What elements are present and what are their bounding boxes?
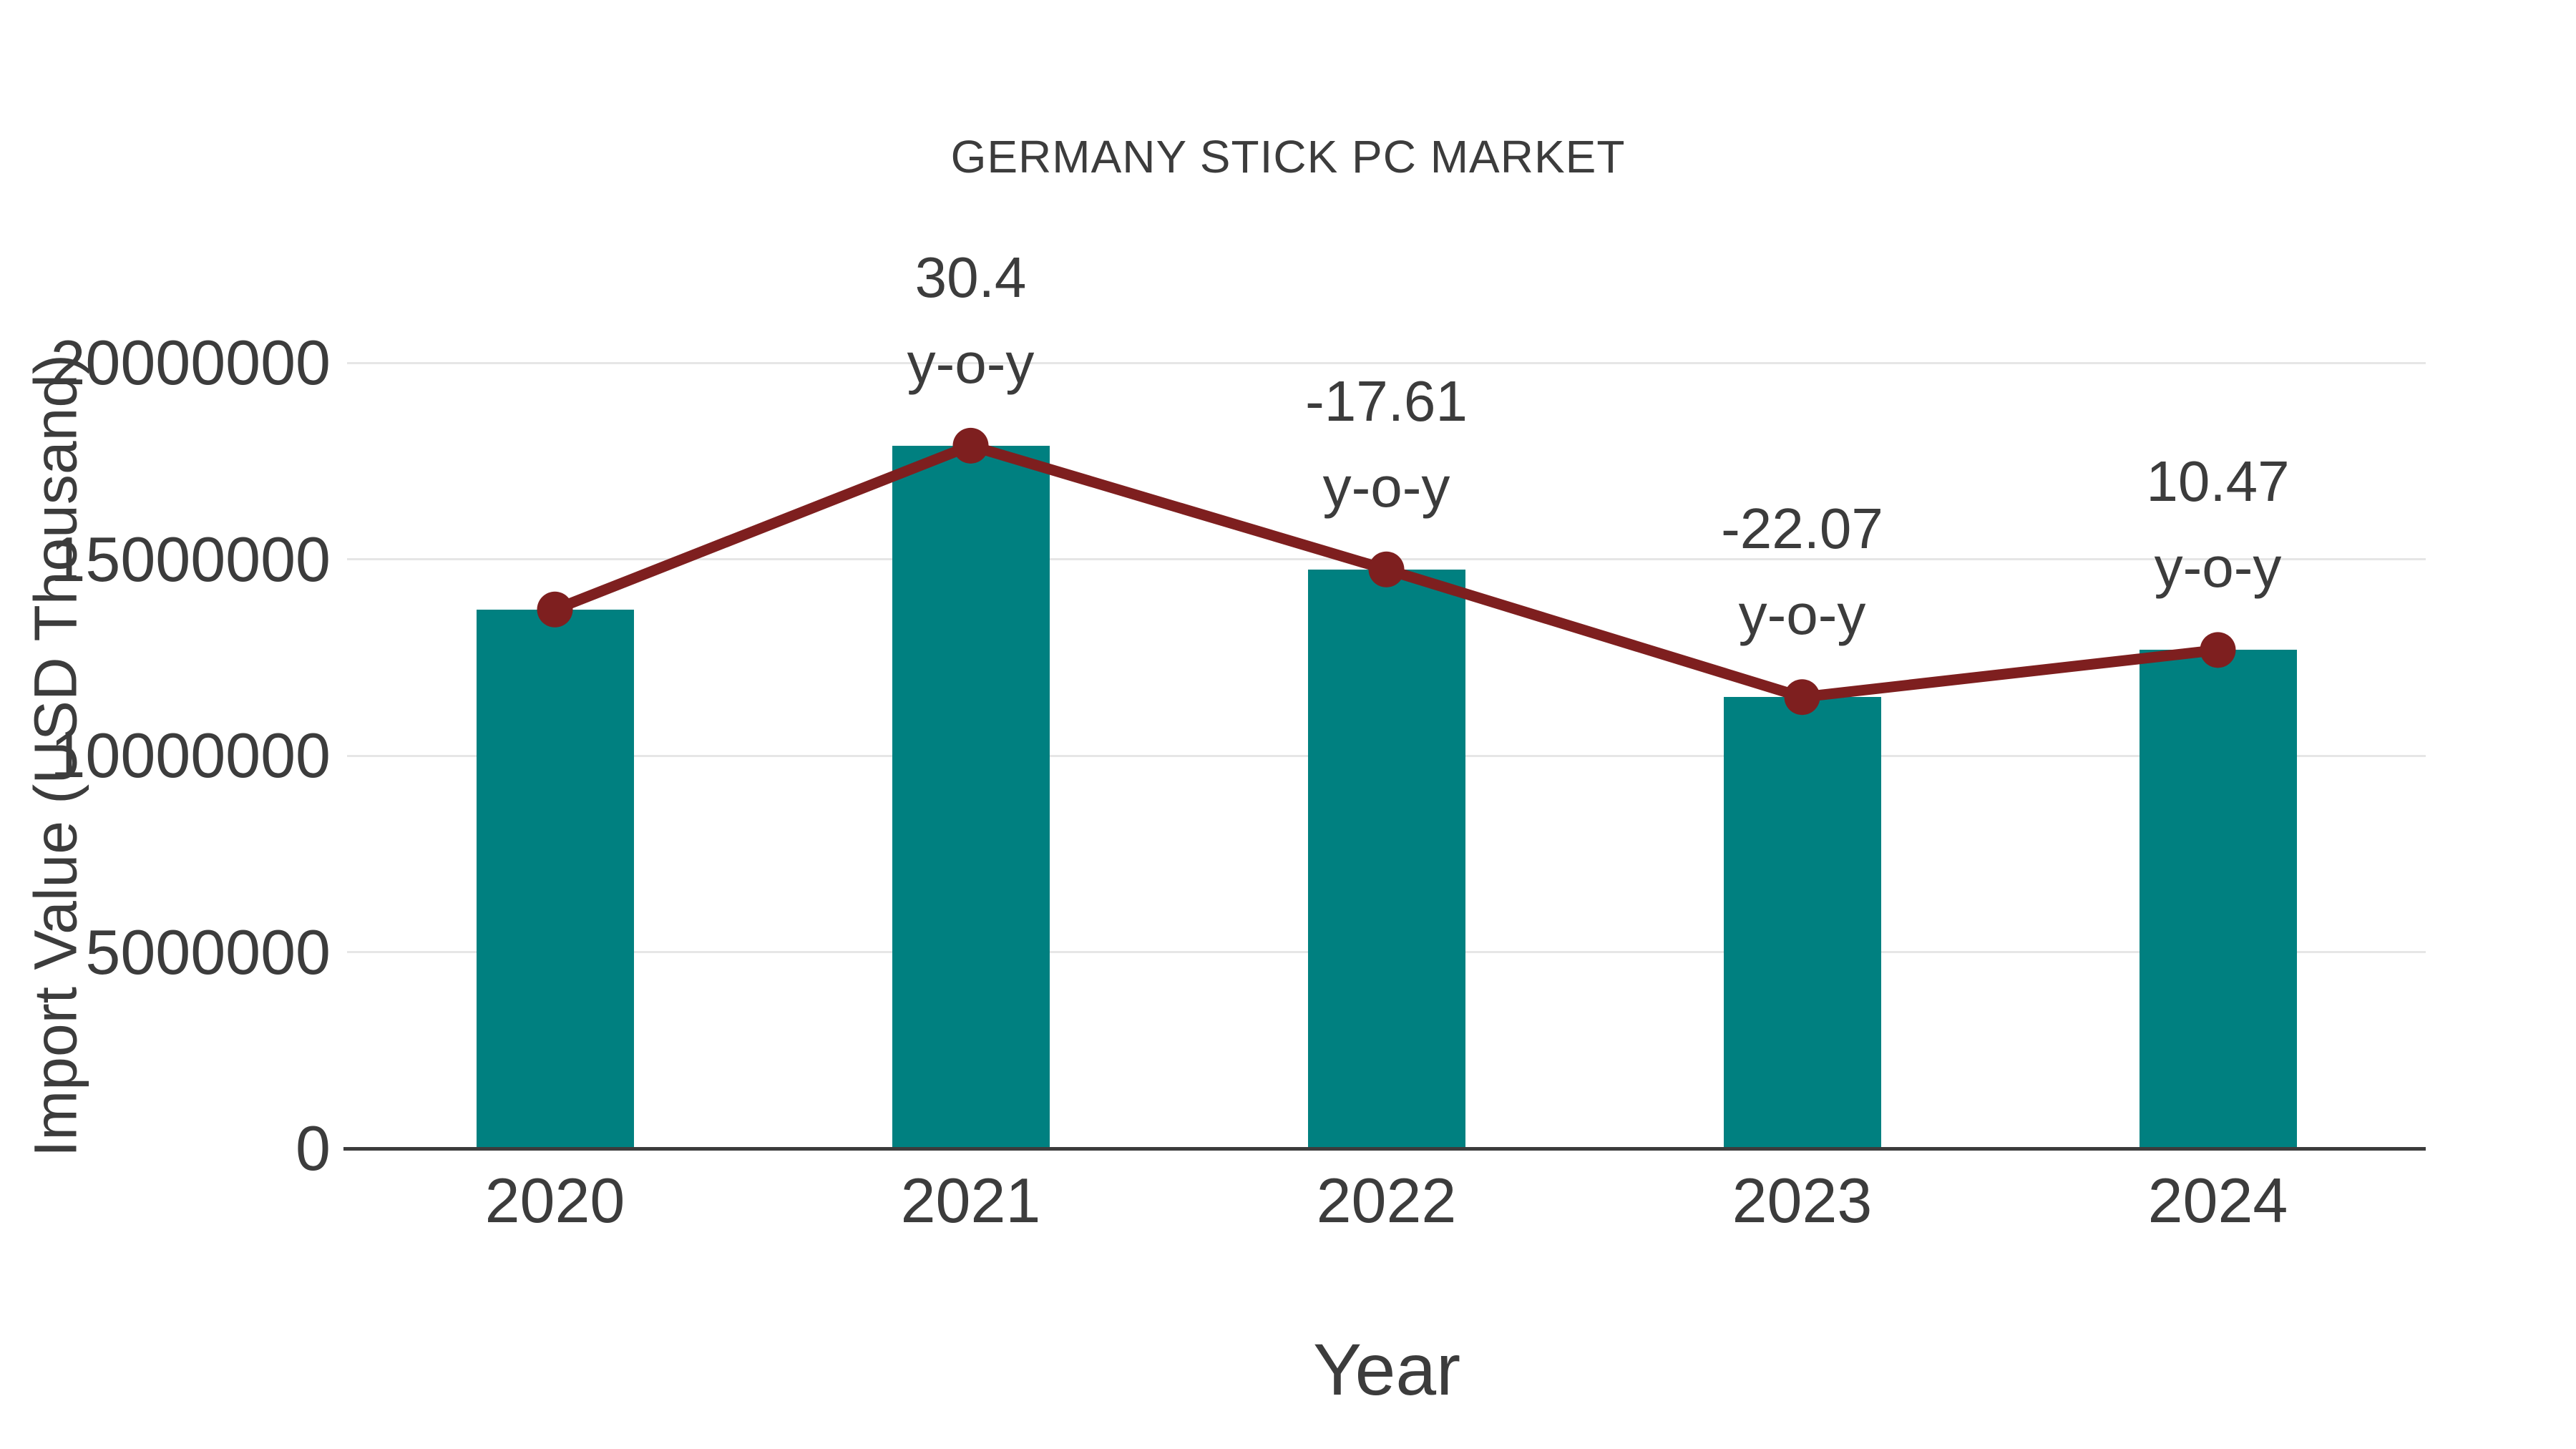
yoy-annotation-2024: 10.47 y-o-y [1989, 439, 2447, 610]
yoy-suffix-2023: y-o-y [1738, 582, 1866, 647]
yoy-value-2022: -17.61 [1305, 369, 1468, 433]
yoy-annotation-2023: -22.07 y-o-y [1574, 486, 2031, 658]
gridline-20000000 [347, 361, 2426, 364]
x-tick-label-2021: 2021 [900, 1165, 1041, 1236]
x-tick-label-2023: 2023 [1732, 1165, 1873, 1236]
y-tick-label-5000000: 5000000 [85, 916, 331, 987]
yoy-value-2024: 10.47 [2146, 449, 2290, 514]
x-tick-label-2022: 2022 [1316, 1165, 1457, 1236]
yoy-annotation-2021: 30.4 y-o-y [742, 235, 1200, 406]
y-tick-label-20000000: 20000000 [50, 327, 331, 398]
yoy-annotation-2022: -17.61 y-o-y [1158, 358, 1616, 530]
x-axis-line [343, 1147, 2426, 1151]
bar-2022 [1307, 569, 1465, 1148]
chart-title: GERMANY STICK PC MARKET [950, 131, 1626, 182]
bar-2023 [1723, 697, 1881, 1148]
bar-2024 [2139, 650, 2297, 1148]
y-tick-label-0: 0 [296, 1113, 331, 1184]
yoy-suffix-2022: y-o-y [1322, 454, 1450, 519]
yoy-suffix-2024: y-o-y [2154, 535, 2282, 600]
yoy-value-2023: -22.07 [1721, 497, 1883, 561]
bar-2021 [892, 445, 1050, 1148]
x-axis-title: Year [1312, 1329, 1461, 1410]
yoy-suffix-2021: y-o-y [907, 331, 1035, 395]
y-tick-label-10000000: 10000000 [50, 720, 331, 791]
bar-2020 [476, 609, 634, 1148]
x-tick-label-2020: 2020 [484, 1165, 625, 1236]
y-tick-label-15000000: 15000000 [50, 523, 331, 595]
yoy-value-2021: 30.4 [914, 245, 1027, 309]
x-tick-label-2024: 2024 [2147, 1165, 2288, 1236]
